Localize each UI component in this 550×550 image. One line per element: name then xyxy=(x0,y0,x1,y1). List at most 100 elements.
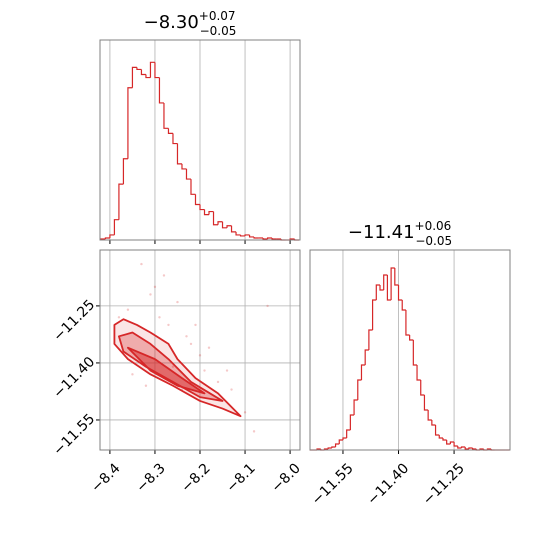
histogram-step xyxy=(239,234,246,237)
x-tick-label: −8.0 xyxy=(268,460,303,495)
histogram-step xyxy=(427,410,432,421)
panel-frame xyxy=(99,39,301,241)
title-value: −11.41 xyxy=(348,222,415,243)
histogram-step xyxy=(244,234,250,236)
histogram-step xyxy=(127,87,133,159)
histogram-step xyxy=(190,179,196,195)
histogram-step xyxy=(449,441,455,444)
histogram-step xyxy=(360,364,366,380)
histogram-step xyxy=(394,268,399,286)
histogram-step xyxy=(368,329,373,350)
scatter-point xyxy=(149,293,152,296)
histogram-step xyxy=(375,284,380,300)
histogram-step xyxy=(221,221,228,229)
histogram-step xyxy=(118,183,124,220)
x-tick-label: −11.25 xyxy=(420,460,468,508)
title-value: −8.30 xyxy=(144,12,199,33)
histogram-step xyxy=(172,133,178,145)
histogram-step xyxy=(401,300,406,311)
scatter-point xyxy=(225,369,229,372)
scatter-point xyxy=(230,388,233,391)
scatter-point xyxy=(207,346,211,349)
histogram-step xyxy=(357,379,362,400)
contour xyxy=(127,346,206,395)
title-upper: +0.07 xyxy=(199,9,236,23)
scatter-point xyxy=(189,342,193,346)
histogram-step xyxy=(253,236,259,239)
title-upper: +0.06 xyxy=(415,219,452,233)
scatter-point xyxy=(266,304,269,308)
histogram-step xyxy=(163,102,169,129)
scatter-point xyxy=(194,323,197,327)
histogram-step xyxy=(416,365,421,381)
scatter-point xyxy=(203,369,206,372)
scatter-point xyxy=(153,285,157,289)
histogram-step xyxy=(420,380,425,396)
histogram-step xyxy=(176,143,182,165)
histogram-step xyxy=(203,209,210,216)
histogram-step xyxy=(434,425,440,436)
scatter-point xyxy=(176,300,179,304)
histogram-step xyxy=(167,128,173,135)
histogram-step xyxy=(262,237,268,240)
histogram-step xyxy=(397,285,403,301)
histogram-step xyxy=(271,237,277,240)
histogram-step xyxy=(230,225,237,233)
contour xyxy=(118,331,224,402)
histogram-step xyxy=(154,62,160,79)
histogram-step xyxy=(136,67,142,71)
title-lower: −0.05 xyxy=(200,24,237,38)
histogram-step xyxy=(390,267,395,300)
histogram-step xyxy=(145,74,151,79)
x-tick-label: −8.3 xyxy=(133,460,168,495)
histogram-step xyxy=(185,168,191,180)
panel-title: −8.30+0.07 −0.05 xyxy=(144,9,237,38)
histogram-step xyxy=(149,61,155,78)
histogram-step xyxy=(371,299,377,330)
histogram-step xyxy=(248,234,255,238)
scatter-point xyxy=(252,430,256,433)
histogram-step xyxy=(158,77,164,104)
histogram-step xyxy=(327,447,332,449)
histogram-step xyxy=(109,234,115,238)
scatter-point xyxy=(185,335,188,338)
panel-title: −11.41+0.06 −0.05 xyxy=(348,219,452,248)
histogram-step xyxy=(468,447,473,449)
scatter-point xyxy=(140,262,143,266)
scatter-point xyxy=(158,316,161,319)
scatter-point xyxy=(131,373,134,376)
histogram-step xyxy=(338,439,343,444)
histogram-step xyxy=(342,437,347,440)
x-tick-label: −11.55 xyxy=(309,460,357,508)
x-tick-label: −8.4 xyxy=(88,460,123,495)
panel-frame xyxy=(99,249,301,451)
histogram-step xyxy=(386,275,392,301)
histogram-step xyxy=(364,349,369,365)
histogram-step xyxy=(181,163,187,170)
histogram-step xyxy=(457,446,462,449)
histogram-step xyxy=(379,285,384,291)
histogram-step xyxy=(346,429,351,438)
histogram-step xyxy=(226,225,232,228)
histogram-step xyxy=(140,69,146,76)
histogram-step xyxy=(446,440,451,445)
histogram-step xyxy=(208,210,214,215)
histogram-step xyxy=(199,204,205,211)
histogram-step xyxy=(334,443,340,447)
clip-group xyxy=(113,262,269,433)
scatter-point xyxy=(144,384,148,387)
title-lower: −0.05 xyxy=(415,234,452,248)
histogram-step xyxy=(423,395,429,411)
histogram-step xyxy=(412,340,418,366)
histogram-step xyxy=(349,414,355,430)
histogram-step xyxy=(409,335,414,341)
histogram-step xyxy=(217,221,223,225)
histogram-step xyxy=(460,446,466,448)
scatter-point xyxy=(198,354,202,357)
x-tick-label: −8.1 xyxy=(223,460,258,495)
x-tick-label: −8.2 xyxy=(178,460,213,495)
histogram-step xyxy=(266,237,273,239)
scatter-point xyxy=(171,365,175,368)
panel-frame xyxy=(309,249,511,451)
histogram-step xyxy=(438,435,443,439)
